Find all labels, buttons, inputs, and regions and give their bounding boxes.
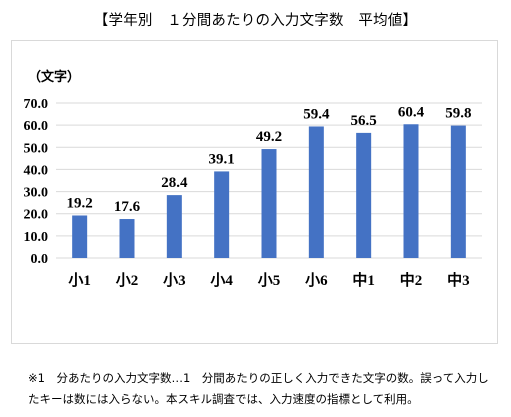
x-tick-label: 小5 <box>258 272 281 289</box>
y-tick-label: 30.0 <box>24 186 49 201</box>
footnote: ※1 分あたりの入力文字数…1 分間あたりの正しく入力できた文字の数。誤って入力… <box>28 368 498 410</box>
x-tick-label: 中3 <box>447 271 470 289</box>
bar <box>261 149 277 258</box>
x-axis-ticks: 小1 小2 小3 小4 小5 小6 中1 中2 中3 <box>68 271 469 289</box>
y-tick-label: 60.0 <box>24 119 49 134</box>
bar <box>308 126 324 258</box>
y-tick-label: 10.0 <box>24 230 49 245</box>
bars <box>72 124 466 258</box>
data-label: 59.8 <box>445 106 471 122</box>
data-label: 19.2 <box>67 195 93 211</box>
x-tick-label: 小6 <box>305 272 328 289</box>
data-label: 49.2 <box>256 129 282 145</box>
y-axis-unit-label: （文字） <box>28 69 80 84</box>
data-label: 17.6 <box>114 199 141 215</box>
chart-title: 【学年別 １分間あたりの入力文字数 平均値】 <box>93 13 418 29</box>
bar <box>214 171 230 258</box>
y-tick-label: 70.0 <box>24 97 49 112</box>
x-tick-label: 小2 <box>116 272 139 289</box>
footnote-line-2: たキーは数には入らない。本スキル調査では、入力速度の指標として利用。 <box>28 392 419 406</box>
x-tick-label: 小1 <box>68 272 91 289</box>
y-axis-ticks: 0.0 10.0 20.0 30.0 40.0 50.0 60.0 70.0 <box>24 97 49 267</box>
data-label: 28.4 <box>161 175 188 191</box>
x-tick-label: 小4 <box>210 272 233 289</box>
y-tick-label: 50.0 <box>24 141 49 156</box>
y-tick-label: 40.0 <box>24 163 49 178</box>
y-tick-label: 20.0 <box>24 208 49 223</box>
data-label: 60.4 <box>398 104 425 120</box>
bar <box>450 125 466 258</box>
bar <box>403 124 419 258</box>
data-label: 56.5 <box>351 113 377 129</box>
bar <box>356 132 372 258</box>
x-tick-label: 中2 <box>400 271 423 289</box>
bar <box>72 215 88 258</box>
y-tick-label: 0.0 <box>31 252 49 267</box>
bar <box>119 219 135 258</box>
footnote-line-1: ※1 分あたりの入力文字数…1 分間あたりの正しく入力できた文字の数。誤って入力… <box>28 371 489 385</box>
x-tick-label: 中1 <box>352 271 375 289</box>
data-label: 39.1 <box>209 151 235 167</box>
data-labels: 19.2 17.6 28.4 39.1 49.2 59.4 56.5 60.4 59.8 <box>67 104 472 215</box>
bar <box>166 195 182 258</box>
data-label: 59.4 <box>303 106 330 122</box>
x-tick-label: 小3 <box>163 272 186 289</box>
